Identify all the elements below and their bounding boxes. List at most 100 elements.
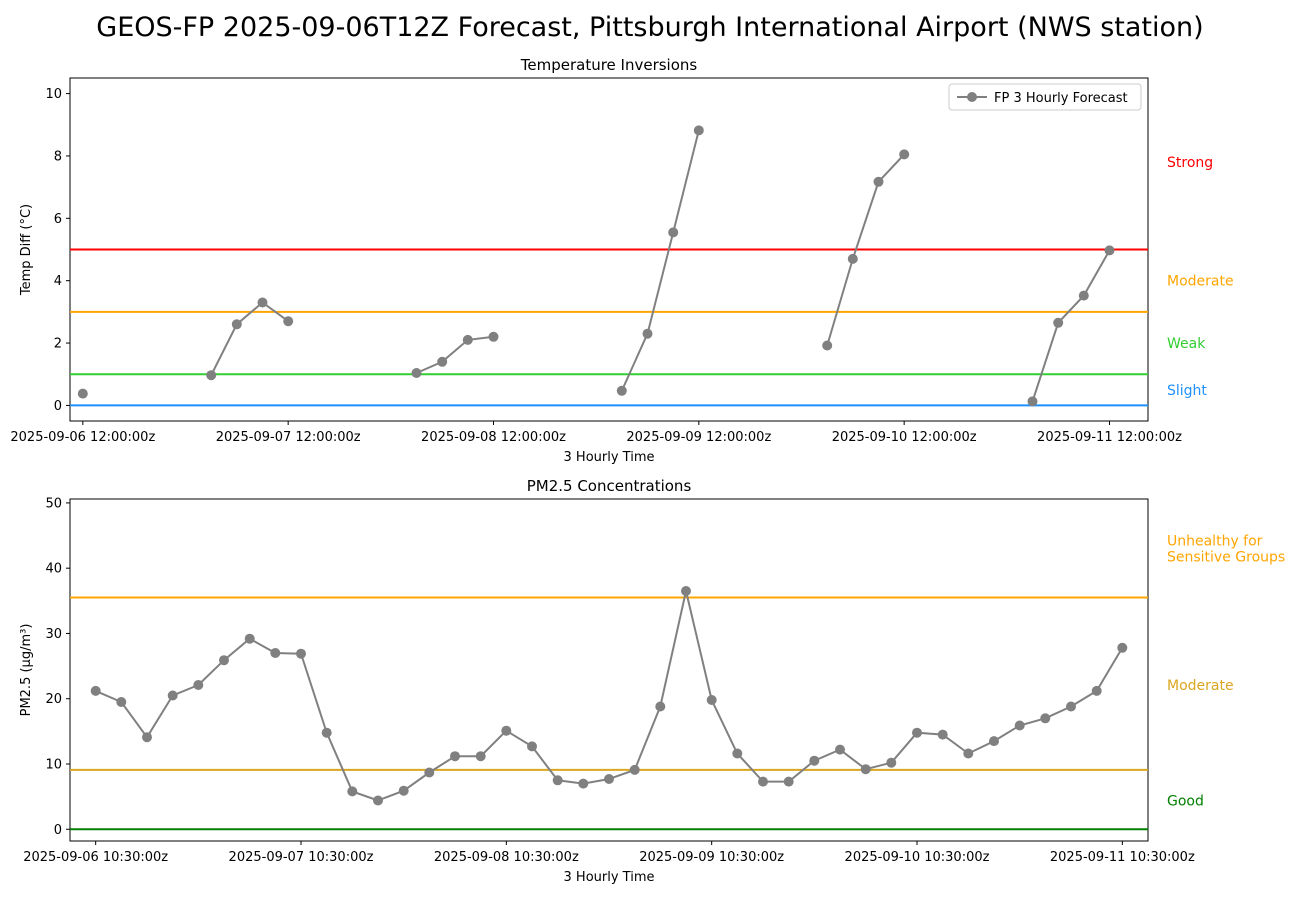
pm25-data-point [706,695,717,705]
pm25-data-point [116,697,127,707]
pm25-xtick-label: 2025-09-11 10:30:00z [1050,850,1195,865]
inversion-threshold-label: Slight [1167,383,1207,399]
inversion-ytick-label: 6 [54,212,62,227]
pm25-data-point [347,786,358,797]
pm25-xtick-label: 2025-09-10 10:30:00z [845,850,990,865]
pm25-ytick-label: 10 [45,757,62,772]
pm25-data-point [424,767,435,778]
inversion-chart-title: Temperature Inversions [520,56,698,74]
inversion-data-point [899,149,910,160]
inversion-xtick-label: 2025-09-09 12:00:00z [626,430,771,445]
pm25-data-point [450,751,460,762]
inversion-data-point [1078,290,1089,301]
pm25-xtick-label: 2025-09-08 10:30:00z [434,850,579,865]
inversion-data-point [283,316,294,327]
inversion-data-point [1053,317,1064,328]
inversion-data-point [668,227,679,238]
inversion-xtick-label: 2025-09-10 12:00:00z [832,430,977,445]
pm25-data-point [90,685,101,696]
inversion-data-point [873,176,884,187]
pm25-data-point [989,736,999,747]
inversion-legend-label: FP 3 Hourly Forecast [994,91,1128,106]
pm25-data-point [296,648,306,659]
pm25-data-point [886,757,897,768]
inversion-data-point [1104,245,1115,256]
pm25-data-point [527,741,537,752]
pm25-threshold-label: Good [1167,794,1204,810]
pm25-data-point [1117,642,1128,653]
pm25-xaxis-label: 3 Hourly Time [564,870,655,885]
inversion-data-point [1027,396,1038,407]
inversion-threshold-label: Strong [1167,155,1213,171]
pm25-axes-frame [69,498,1149,842]
inversion-data-point [257,297,268,308]
inversion-yaxis-label: Temp Diff (°C) [19,204,34,296]
pm25-data-point [1091,685,1102,696]
inversion-ytick-label: 10 [45,87,62,102]
pm25-xtick-label: 2025-09-09 10:30:00z [639,850,784,865]
pm25-xtick-label: 2025-09-07 10:30:00z [229,850,374,865]
inversion-xaxis-label: 3 Hourly Time [564,450,655,465]
inversion-threshold-label: Weak [1167,336,1206,352]
pm25-data-point [732,748,743,759]
pm25-data-point [835,744,845,755]
pm25-data-point [321,727,332,738]
pm25-data-point [270,648,281,658]
pm25-data-point [963,748,974,759]
pm25-chart-title: PM2.5 Concentrations [527,477,692,495]
pm25-data-point [681,586,691,596]
inversion-panel: Temperature Inversions 0 2 4 6 8 10 2025-09-06 … [10,56,1233,465]
pm25-threshold-label: Unhealthy for Sensitive Groups [1167,534,1285,566]
pm25-data-point [167,690,178,701]
pm25-data-point [373,795,383,806]
pm25-data-point [655,701,666,712]
inversion-data-point [822,340,833,351]
inversion-data-point [206,370,217,381]
pm25-data-point [1066,701,1076,712]
pm25-data-point [783,776,794,787]
inversion-data-point [488,331,499,342]
pm25-data-point [809,755,820,766]
pm25-data-point [578,778,589,789]
inversion-data-point [642,328,653,339]
inversion-data-point [411,368,422,378]
inversion-ytick-label: 0 [54,399,62,414]
pm25-data-point [912,727,922,738]
pm25-ytick-label: 30 [45,627,62,642]
pm25-ytick-label: 20 [45,692,62,707]
pm25-data-point [1014,720,1025,731]
inversion-data-point [616,385,627,396]
inversion-xtick-label: 2025-09-07 12:00:00z [216,430,361,445]
pm25-data-point [398,785,409,796]
pm25-data-point [860,764,871,775]
inversion-data-point [231,319,242,330]
inversion-series-line [210,301,289,376]
pm25-data-point [142,732,152,743]
pm25-data-point [501,725,512,736]
inversion-legend-box [948,83,1142,111]
pm25-data-point [193,680,204,690]
pm25-data-point [475,751,486,762]
pm25-data-point [244,633,255,644]
pm25-data-point [629,764,640,775]
inversion-legend-marker [967,92,977,102]
pm25-panel: PM2.5 Concentrations 0 10 20 30 40 50 2025-09-0… [19,477,1285,885]
inversion-ytick-label: 4 [54,274,62,289]
inversion-series-line [826,153,905,346]
pm25-data-point [758,776,768,787]
inversion-threshold-label: Moderate [1167,274,1234,290]
inversion-xtick-label: 2025-09-11 12:00:00z [1037,430,1182,445]
pm25-data-point [552,775,563,786]
pm25-data-point [604,774,614,784]
pm25-ytick-label: 50 [45,496,62,511]
inversion-data-point [437,356,448,367]
pm25-data-point [937,729,948,740]
inversion-legend: FP 3 Hourly Forecast [948,83,1142,111]
inversion-xtick-label: 2025-09-08 12:00:00z [421,430,566,445]
pm25-data-point [219,655,229,666]
pm25-data-point [1040,713,1051,724]
pm25-xtick-label: 2025-09-06 10:30:00z [23,850,168,865]
inversion-data-point [462,334,473,345]
inversion-data-point [77,388,88,399]
